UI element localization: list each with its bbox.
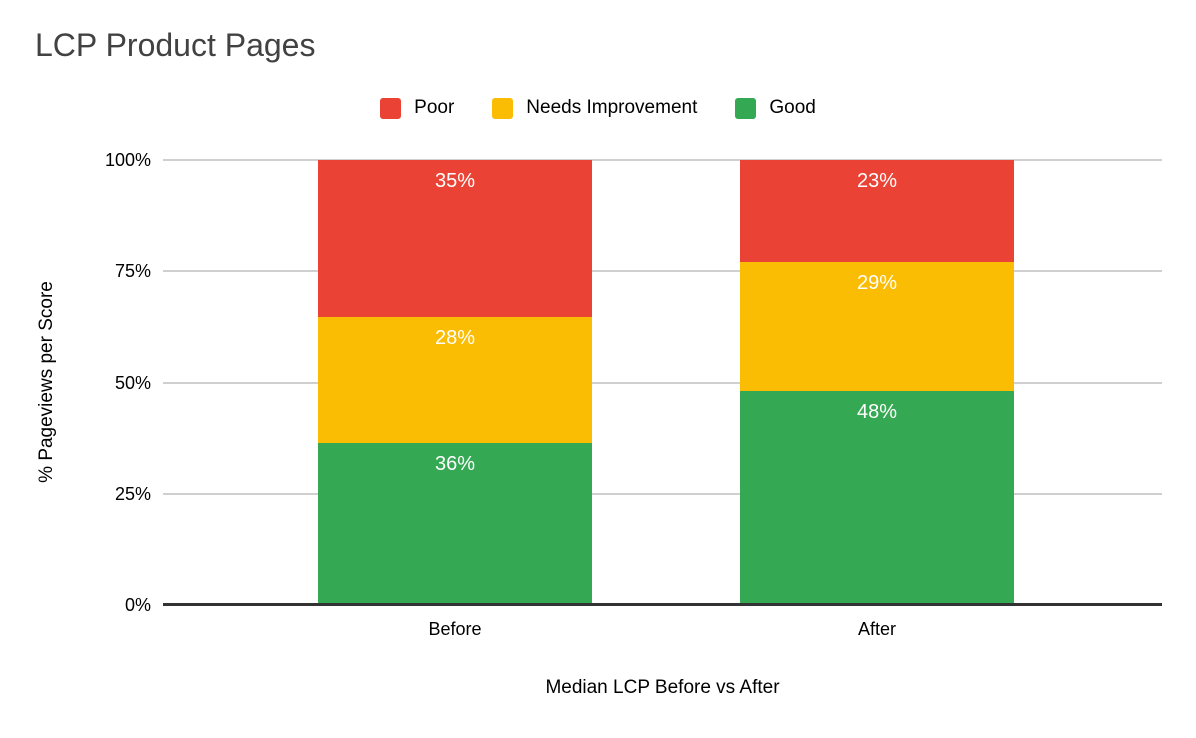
y-tick-25: 25% [114, 483, 151, 504]
plot-area: 35% 28% 36% 23% 29% 48% [163, 159, 1162, 606]
data-label-before-good: 36% [434, 453, 476, 476]
legend-item-poor: Poor [380, 97, 454, 119]
x-axis-line [163, 603, 1162, 606]
x-category-label-after: After [857, 619, 896, 639]
gridline-100 [163, 159, 1162, 161]
gridline-75 [163, 270, 1162, 273]
bar-segment-after-poor: 23% [740, 160, 1014, 263]
gridline-50 [163, 381, 1162, 384]
legend-swatch-poor-icon [380, 97, 402, 119]
data-label-after-needs-improvement: 29% [856, 272, 898, 295]
bar-segment-before-good: 36% [318, 443, 592, 605]
data-label-before-needs-improvement: 28% [434, 327, 476, 350]
legend-item-good: Good [735, 97, 816, 119]
bar-after: 23% 29% 48% [740, 160, 1014, 605]
data-label-after-poor: 23% [856, 170, 898, 192]
bar-segment-after-needs-improvement: 29% [740, 262, 1014, 392]
y-tick-100: 100% [104, 150, 151, 170]
bar-before: 35% 28% 36% [318, 160, 592, 605]
data-label-after-good: 48% [856, 401, 898, 424]
bar-segment-before-needs-improvement: 28% [318, 317, 592, 444]
x-category-label-before: Before [428, 619, 482, 639]
bar-segment-before-poor: 35% [318, 160, 592, 318]
chart-title: LCP Product Pages [35, 27, 316, 63]
legend-swatch-needs-improvement-icon [492, 97, 514, 119]
y-tick-0: 0% [124, 595, 151, 615]
legend: Poor Needs Improvement Good [0, 97, 1196, 119]
x-axis-title: Median LCP Before vs After [545, 677, 780, 698]
gridline-25 [163, 492, 1162, 495]
legend-label-poor: Poor [414, 97, 455, 118]
legend-item-needs-improvement: Needs Improvement [492, 97, 697, 119]
legend-label-good: Good [769, 97, 816, 118]
legend-swatch-good-icon [735, 97, 757, 119]
bar-segment-after-good: 48% [740, 391, 1014, 605]
legend-label-needs-improvement: Needs Improvement [526, 97, 698, 118]
y-tick-75: 75% [114, 261, 151, 282]
y-tick-50: 50% [114, 372, 151, 393]
data-label-before-poor: 35% [434, 170, 476, 192]
